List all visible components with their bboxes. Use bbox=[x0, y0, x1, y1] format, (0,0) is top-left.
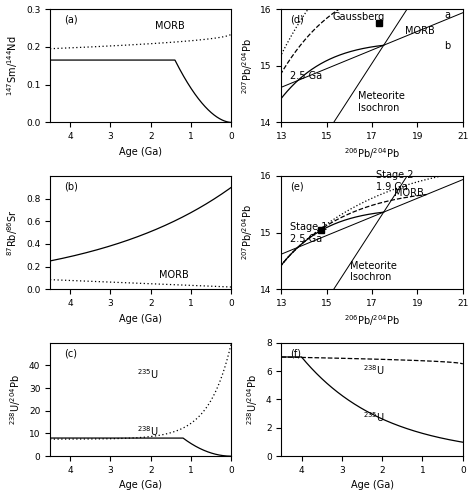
Text: MORB: MORB bbox=[155, 21, 185, 31]
Y-axis label: $^{207}$Pb/$^{204}$Pb: $^{207}$Pb/$^{204}$Pb bbox=[240, 205, 255, 260]
Text: 2.5 Ga: 2.5 Ga bbox=[291, 71, 323, 81]
Text: MORB: MORB bbox=[394, 188, 424, 198]
Text: (d): (d) bbox=[291, 15, 304, 25]
Text: MORB: MORB bbox=[405, 26, 435, 36]
Text: (c): (c) bbox=[64, 348, 78, 359]
Text: (e): (e) bbox=[291, 182, 304, 191]
Text: (f): (f) bbox=[291, 348, 301, 359]
Text: (a): (a) bbox=[64, 15, 78, 25]
X-axis label: Age (Ga): Age (Ga) bbox=[351, 481, 393, 491]
Text: $^{235}$U: $^{235}$U bbox=[137, 368, 159, 381]
Y-axis label: $^{238}$U/$^{204}$Pb: $^{238}$U/$^{204}$Pb bbox=[246, 374, 260, 425]
Text: a: a bbox=[445, 10, 451, 20]
Y-axis label: $^{238}$U/$^{204}$Pb: $^{238}$U/$^{204}$Pb bbox=[9, 374, 23, 425]
Text: (b): (b) bbox=[64, 182, 78, 191]
Text: Gaussberg: Gaussberg bbox=[332, 12, 384, 22]
Text: b: b bbox=[445, 41, 451, 51]
Y-axis label: $^{147}$Sm/$^{144}$Nd: $^{147}$Sm/$^{144}$Nd bbox=[6, 36, 20, 96]
Text: Meteorite
Isochron: Meteorite Isochron bbox=[357, 91, 404, 113]
Text: Meteorite
Isochron: Meteorite Isochron bbox=[350, 260, 397, 282]
Y-axis label: $^{207}$Pb/$^{204}$Pb: $^{207}$Pb/$^{204}$Pb bbox=[240, 38, 255, 94]
X-axis label: $^{206}$Pb/$^{204}$Pb: $^{206}$Pb/$^{204}$Pb bbox=[344, 147, 400, 162]
Text: $^{238}$U: $^{238}$U bbox=[137, 424, 159, 438]
Text: Stage 1
2.5 Ga: Stage 1 2.5 Ga bbox=[291, 222, 328, 244]
Text: Stage 2
1.9 Ga: Stage 2 1.9 Ga bbox=[376, 170, 413, 191]
Text: $^{235}$U: $^{235}$U bbox=[363, 410, 385, 424]
Text: MORB: MORB bbox=[159, 270, 189, 280]
Y-axis label: $^{87}$Rb/$^{86}$Sr: $^{87}$Rb/$^{86}$Sr bbox=[6, 209, 20, 256]
X-axis label: Age (Ga): Age (Ga) bbox=[119, 147, 162, 157]
Text: $^{238}$U: $^{238}$U bbox=[363, 363, 385, 376]
X-axis label: Age (Ga): Age (Ga) bbox=[119, 313, 162, 323]
X-axis label: $^{206}$Pb/$^{204}$Pb: $^{206}$Pb/$^{204}$Pb bbox=[344, 313, 400, 328]
X-axis label: Age (Ga): Age (Ga) bbox=[119, 481, 162, 491]
